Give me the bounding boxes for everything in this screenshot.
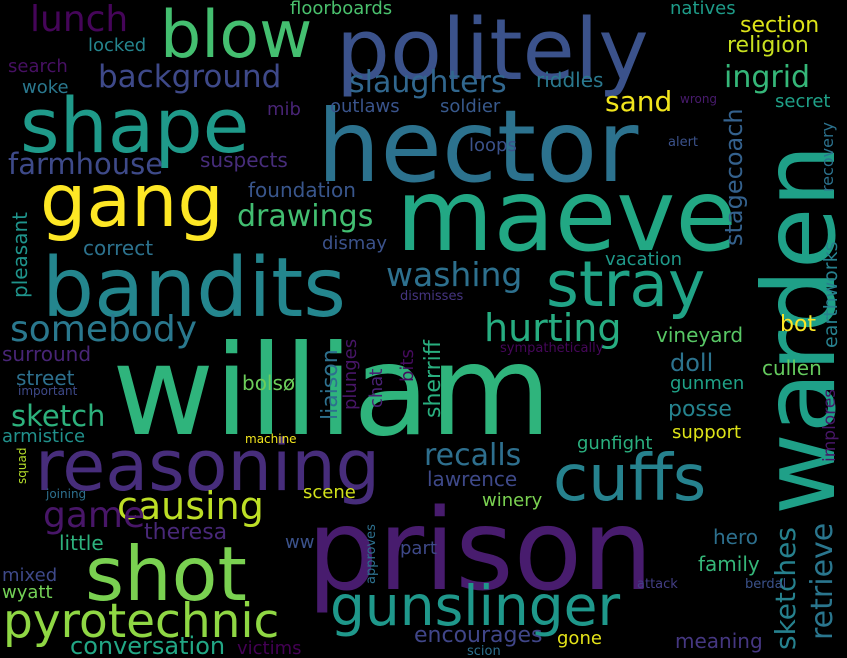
word-woke: woke [22, 77, 69, 98]
word-correct: correct [83, 236, 154, 260]
word-locked: locked [88, 35, 147, 56]
word-mixed: mixed [2, 565, 58, 586]
word-implores: implores [820, 388, 840, 462]
word-encourages: encourages [414, 623, 543, 648]
word-slaughters: slaughters [349, 65, 507, 100]
word-soldier: soldier [440, 96, 501, 117]
word-dismisses: dismisses [400, 289, 464, 304]
word-plunges: plunges [340, 338, 361, 410]
word-shot: shot [85, 530, 247, 618]
word-sympathetically: sympathetically [500, 341, 604, 356]
word-sherriff: sherriff [421, 340, 446, 418]
word-liaison: liaison [318, 349, 343, 420]
word-street: street [16, 366, 75, 390]
word-cuffs: cuffs [553, 442, 707, 516]
word-lunch: lunch [30, 0, 129, 40]
word-vineyard: vineyard [656, 323, 744, 347]
word-bits: bits [397, 349, 418, 382]
word-gunslinger: gunslinger [330, 574, 621, 638]
word-recalls: recalls [424, 438, 522, 473]
word-meaning: meaning [675, 629, 763, 653]
word-squad: squad [15, 447, 29, 484]
word-posse: posse [668, 397, 732, 422]
word-riddles: riddles [536, 68, 604, 92]
word-section: section [740, 13, 820, 38]
word-theresa: theresa [144, 520, 228, 545]
word-bolsø: bolsø [242, 371, 296, 395]
word-bandits: bandits [42, 241, 346, 336]
word-support: support [672, 422, 742, 443]
word-background: background [98, 59, 282, 95]
word-attack: attack [637, 577, 678, 592]
word-gang: gang [40, 159, 224, 244]
word-loops: loops [469, 135, 517, 156]
word-causing: causing [117, 484, 264, 528]
word-armistice: armistice [2, 426, 86, 447]
word-bot: bot [780, 312, 817, 337]
word-religion: religion [727, 33, 809, 58]
word-sand: sand [605, 85, 673, 118]
word-machine: machine [245, 432, 297, 446]
word-floorboards: floorboards [290, 0, 393, 19]
word-gunmen: gunmen [670, 373, 745, 394]
word-earthworks: earthworks [820, 241, 842, 348]
word-outlaws: outlaws [330, 96, 400, 117]
word-william: william [112, 319, 552, 464]
word-drawings: drawings [237, 199, 374, 234]
word-vacation: vacation [605, 249, 683, 270]
word-shape: shape [20, 81, 250, 170]
word-approves: approves [364, 524, 379, 584]
word-natives: natives [670, 0, 736, 19]
word-family: family [698, 552, 760, 576]
word-stagecoach: stagecoach [720, 108, 748, 246]
word-surround: surround [2, 342, 92, 366]
word-search: search [8, 56, 68, 77]
word-ww: ww [285, 532, 315, 553]
word-washing: washing [386, 255, 523, 294]
word-somebody: somebody [10, 309, 198, 350]
word-mib: mib [267, 99, 301, 120]
word-retrieve: retrieve [805, 522, 840, 640]
word-joining: joining [46, 487, 87, 501]
word-blow: blow [160, 0, 313, 73]
word-sketch: sketch [11, 399, 106, 433]
word-hurting: hurting [484, 306, 622, 350]
word-winery: winery [482, 490, 543, 511]
word-important: important [18, 384, 78, 398]
word-pleasant: pleasant [8, 211, 32, 298]
word-hector: hector [317, 88, 639, 205]
word-farmhouse: farmhouse [8, 147, 164, 181]
word-maeve: maeve [396, 157, 737, 274]
word-lawrence: lawrence [427, 467, 518, 491]
word-secret: secret [775, 91, 831, 112]
word-foundation: foundation [248, 178, 356, 202]
word-scene: scene [303, 482, 356, 503]
word-pyrotechnic: pyrotechnic [3, 594, 280, 649]
word-scion: scion [467, 644, 501, 658]
word-suspects: suspects [200, 148, 288, 172]
word-hero: hero [713, 525, 758, 549]
word-gone: gone [557, 628, 602, 649]
word-cullen: cullen [762, 356, 822, 380]
word-little: little [59, 531, 104, 555]
word-politely: politely [336, 1, 649, 100]
word-ingrid: ingrid [724, 60, 811, 95]
word-berdal: berdal [745, 577, 787, 592]
word-prison: prison [307, 486, 654, 616]
word-dismay: dismay [322, 233, 388, 254]
word-stray: stray [546, 248, 706, 321]
word-recovery: recovery [818, 121, 837, 192]
word-gunfight: gunfight [577, 433, 653, 454]
word-reasoning: reasoning [35, 425, 381, 507]
word-conversation: conversation [70, 632, 226, 658]
word-part: part [400, 538, 437, 559]
word-chat: chat [366, 368, 387, 408]
word-wrong: wrong [680, 92, 718, 106]
word-alert: alert [668, 135, 699, 150]
word-victims: victims [237, 638, 302, 658]
word-game: game [43, 495, 146, 536]
word-doll: doll [670, 349, 714, 377]
word-wyatt: wyatt [2, 582, 53, 603]
